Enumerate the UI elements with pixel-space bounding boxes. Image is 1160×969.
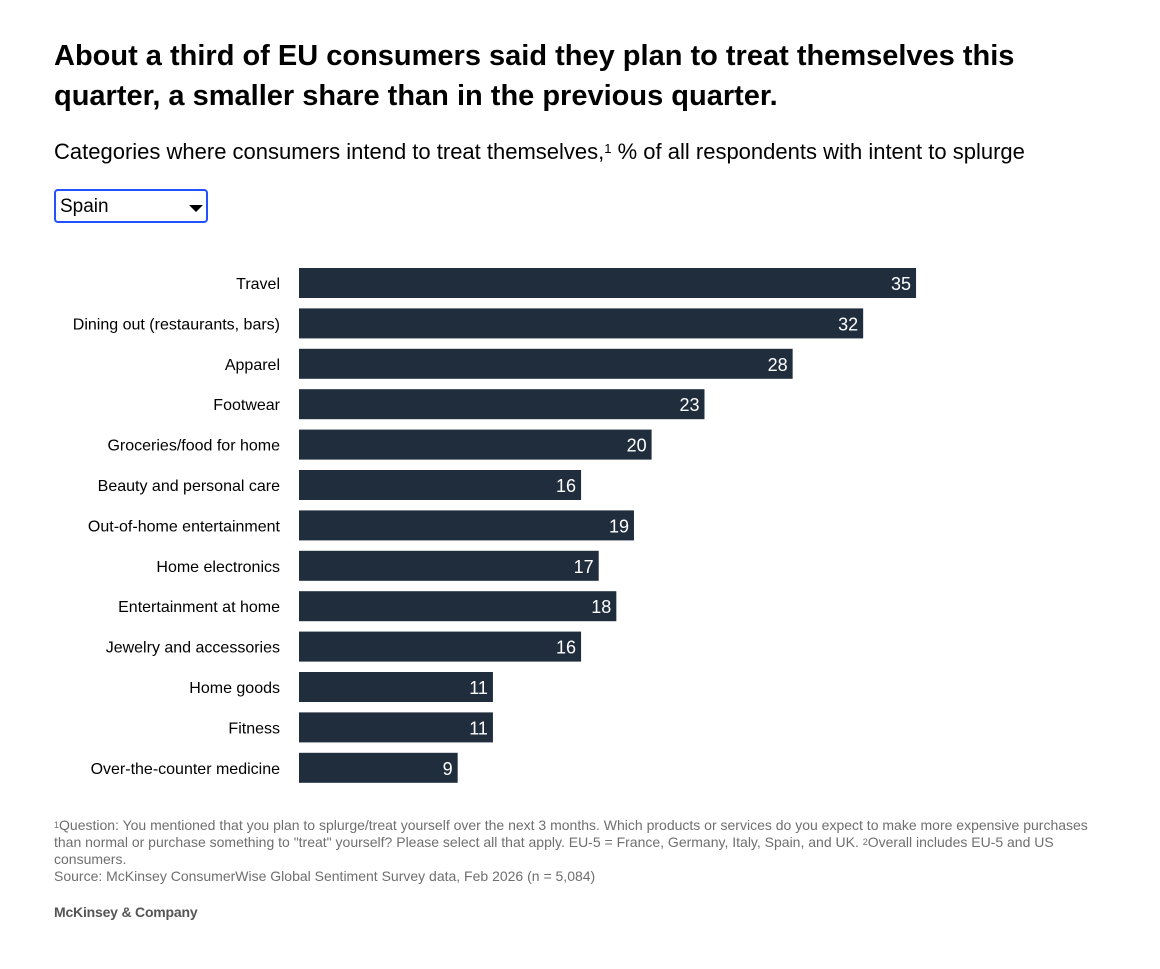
bar-group: Over-the-counter medicine 9 <box>91 752 458 783</box>
bar <box>299 389 705 420</box>
category-label: Groceries/food for home <box>107 438 280 455</box>
value-label: 28 <box>768 355 788 375</box>
country-select[interactable]: Spain <box>54 189 208 223</box>
value-label: 9 <box>443 759 453 779</box>
category-label: Apparel <box>225 357 280 374</box>
subtitle-text: Categories where consumers intend to tre… <box>54 139 605 164</box>
footnote-marker-1: 1 <box>604 141 612 156</box>
category-label: Out-of-home entertainment <box>88 518 281 535</box>
value-label: 18 <box>591 597 611 617</box>
bar <box>299 591 617 622</box>
bar-group: Home electronics 17 <box>156 550 599 581</box>
value-label: 20 <box>627 436 647 456</box>
value-label: 11 <box>469 718 488 738</box>
value-label: 35 <box>891 274 911 294</box>
bar-group: Entertainment at home 18 <box>118 591 617 622</box>
bar <box>299 752 458 783</box>
brand-logo: McKinsey & Company <box>54 904 198 920</box>
value-label: 11 <box>469 678 488 698</box>
value-label: 19 <box>609 516 629 536</box>
country-select-value: Spain <box>60 196 109 217</box>
bar <box>299 550 599 581</box>
category-label: Over-the-counter medicine <box>91 761 281 778</box>
bar <box>299 470 582 500</box>
footnote-1: Question: You mentioned that you plan to… <box>54 817 1088 850</box>
category-label: Home electronics <box>156 559 280 576</box>
bar <box>299 348 793 379</box>
bar-group: Groceries/food for home 20 <box>107 429 652 460</box>
bar <box>299 510 634 541</box>
bar <box>299 308 864 339</box>
caret-down-icon <box>189 205 203 212</box>
value-label: 17 <box>574 557 594 577</box>
category-label: Dining out (restaurants, bars) <box>73 316 280 333</box>
value-label: 16 <box>556 638 576 658</box>
chart-subtitle: Categories where consumers intend to tre… <box>54 137 1025 167</box>
bar-group: Dining out (restaurants, bars) 32 <box>73 308 864 339</box>
value-label: 32 <box>838 314 858 334</box>
footnote-text: 1Question: You mentioned that you plan t… <box>54 817 1114 868</box>
category-label: Beauty and personal care <box>98 478 280 495</box>
chart-title: About a third of EU consumers said they … <box>54 40 1015 112</box>
footnote-sup-2: 2 <box>862 837 868 847</box>
bar-group: Beauty and personal care 16 <box>98 470 582 500</box>
bar-group: Out-of-home entertainment 19 <box>88 510 634 541</box>
bar <box>299 712 493 743</box>
bar-chart: Travel 35 Dining out (restaurants, bars) 32… <box>73 268 917 783</box>
category-label: Fitness <box>228 720 280 737</box>
bar-group: Jewelry and accessories 16 <box>106 631 582 662</box>
bar-group: Apparel 28 <box>225 348 793 379</box>
footnote-sup-1: 1 <box>54 820 60 830</box>
bar-group: Home goods 11 <box>189 672 493 702</box>
source-note: Source: McKinsey ConsumerWise Global Sen… <box>54 868 596 884</box>
category-label: Jewelry and accessories <box>106 640 280 657</box>
category-label: Home goods <box>189 680 280 697</box>
bar-group: Travel 35 <box>236 268 917 298</box>
bar <box>299 672 493 702</box>
value-label: 16 <box>556 476 576 496</box>
bar-group: Fitness 11 <box>228 712 493 743</box>
category-label: Footwear <box>213 397 280 414</box>
category-label: Travel <box>236 276 280 293</box>
value-label: 23 <box>679 395 699 415</box>
footnotes: 1Question: You mentioned that you plan t… <box>54 817 1114 885</box>
bar <box>299 429 652 460</box>
bar <box>299 268 917 298</box>
bar-group: Footwear 23 <box>213 389 705 420</box>
bar <box>299 631 582 662</box>
category-label: Entertainment at home <box>118 599 280 616</box>
subtitle-unit-text: % of all respondents with intent to splu… <box>611 139 1025 164</box>
footnote-2: Overall includes EU-5 and US consumers. <box>54 834 1054 867</box>
